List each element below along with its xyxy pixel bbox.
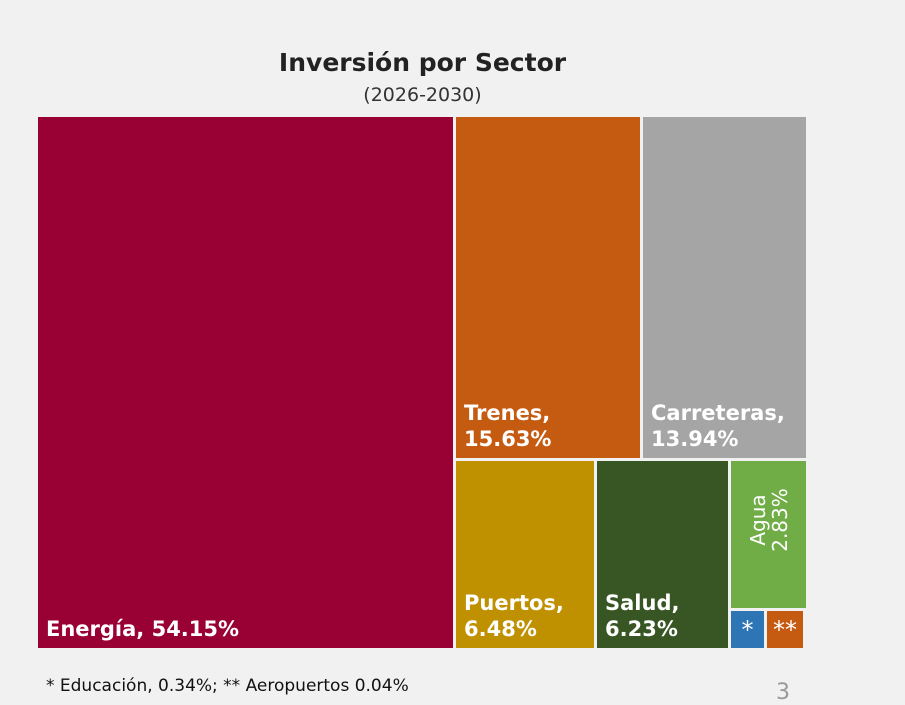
treemap-tile-energía: Energía, 54.15% (38, 117, 453, 648)
treemap-tile-carreteras: Carreteras, 13.94% (643, 117, 806, 458)
treemap-tile-puertos: Puertos, 6.48% (456, 461, 594, 648)
tile-label: Carreteras, 13.94% (651, 401, 785, 451)
tile-label: Salud, 6.23% (605, 591, 680, 641)
treemap-tile-educación: * (731, 611, 764, 648)
treemap-tile-trenes: Trenes, 15.63% (456, 117, 640, 458)
treemap-tile-aeropuertos: ** (767, 611, 803, 648)
footnote: * Educación, 0.34%; ** Aeropuertos 0.04% (46, 676, 409, 696)
treemap-tile-agua: Agua 2.83% (731, 461, 806, 608)
tile-label: Energía, 54.15% (46, 617, 240, 641)
tile-label: Puertos, 6.48% (464, 591, 564, 641)
tile-label: Trenes, 15.63% (464, 401, 552, 451)
chart-title: Inversión por Sector (278, 48, 567, 77)
page-number: 3 (776, 680, 790, 705)
tile-label: Agua 2.83% (745, 488, 792, 552)
tile-label: ** (773, 615, 797, 644)
tile-label: * (741, 615, 754, 644)
treemap-tile-salud: Salud, 6.23% (597, 461, 728, 648)
chart-subtitle: (2026-2030) (363, 84, 482, 106)
